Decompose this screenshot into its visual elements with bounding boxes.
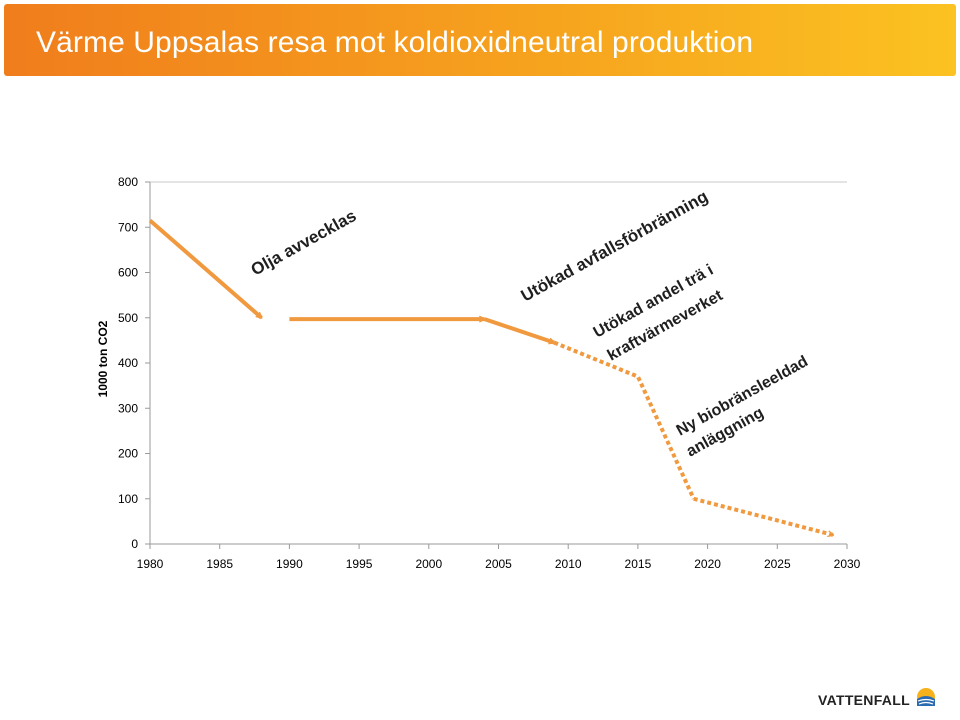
x-tick-label: 1990	[276, 557, 303, 571]
x-tick-label: 2020	[694, 557, 721, 571]
x-tick-label: 2010	[555, 557, 582, 571]
x-tick-label: 2005	[485, 557, 512, 571]
y-tick-label: 400	[118, 356, 138, 370]
y-tick-label: 800	[118, 175, 138, 189]
series-line	[693, 496, 833, 535]
y-axis-label: 1000 ton CO2	[96, 320, 110, 397]
x-tick-label: 1980	[137, 557, 164, 571]
y-tick-label: 0	[131, 537, 138, 551]
x-tick-label: 1995	[346, 557, 373, 571]
sun-icon	[917, 688, 935, 706]
y-tick-label: 500	[118, 311, 138, 325]
vattenfall-logo-graphic: VATTENFALL	[818, 688, 935, 708]
x-tick-label: 1985	[206, 557, 233, 571]
y-tick-label: 200	[118, 447, 138, 461]
series-line	[148, 218, 262, 320]
x-tick-label: 2025	[764, 557, 791, 571]
y-tick-label: 600	[118, 266, 138, 280]
vattenfall-logo: VATTENFALL	[818, 683, 948, 720]
x-tick-label: 2015	[625, 557, 652, 571]
x-tick-label: 2000	[415, 557, 442, 571]
title-banner: Värme Uppsalas resa mot koldioxidneutral…	[4, 4, 956, 76]
x-tick-label: 2030	[834, 557, 861, 571]
annotation-label: Olja avvecklas	[248, 206, 360, 279]
svg-text:VATTENFALL: VATTENFALL	[818, 692, 910, 708]
y-tick-label: 300	[118, 401, 138, 415]
series-line	[553, 340, 696, 500]
y-tick-label: 700	[118, 220, 138, 234]
series-line	[483, 317, 555, 345]
page-title: Värme Uppsalas resa mot koldioxidneutral…	[36, 26, 754, 59]
y-tick-label: 100	[118, 492, 138, 506]
